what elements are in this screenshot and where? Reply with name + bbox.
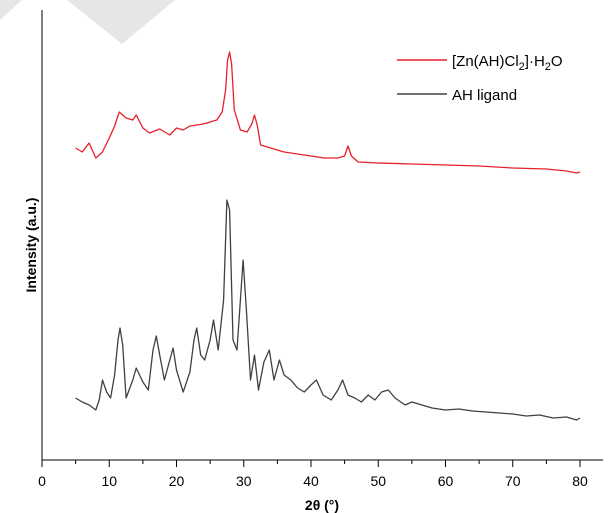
legend-label-ah-ligand: AH ligand (452, 87, 517, 104)
x-tick-label: 80 (572, 473, 588, 489)
series-line-zn-complex (75, 51, 581, 174)
x-axis-title: 2θ (°) (305, 497, 339, 513)
x-tick-label: 60 (438, 473, 454, 489)
x-tick-label: 30 (236, 473, 252, 489)
x-tick-label: 10 (101, 473, 117, 489)
x-axis-ticks: 0 10 20 30 40 50 60 70 80 (38, 460, 588, 489)
series-line-ah-ligand (75, 199, 581, 421)
x-tick-label: 50 (370, 473, 386, 489)
series-layer (75, 51, 581, 421)
decorative-gray-shape (67, 0, 175, 44)
legend: [Zn(AH)Cl2]·H2O AH ligand (397, 53, 563, 104)
x-tick-label: 0 (38, 473, 46, 489)
decorative-gray-shape (0, 0, 22, 20)
x-tick-label: 20 (169, 473, 185, 489)
legend-label-zn-complex: [Zn(AH)Cl2]·H2O (452, 53, 563, 73)
x-tick-label: 40 (303, 473, 319, 489)
y-axis-title: Intensity (a.u.) (23, 198, 39, 293)
x-tick-label: 70 (505, 473, 521, 489)
